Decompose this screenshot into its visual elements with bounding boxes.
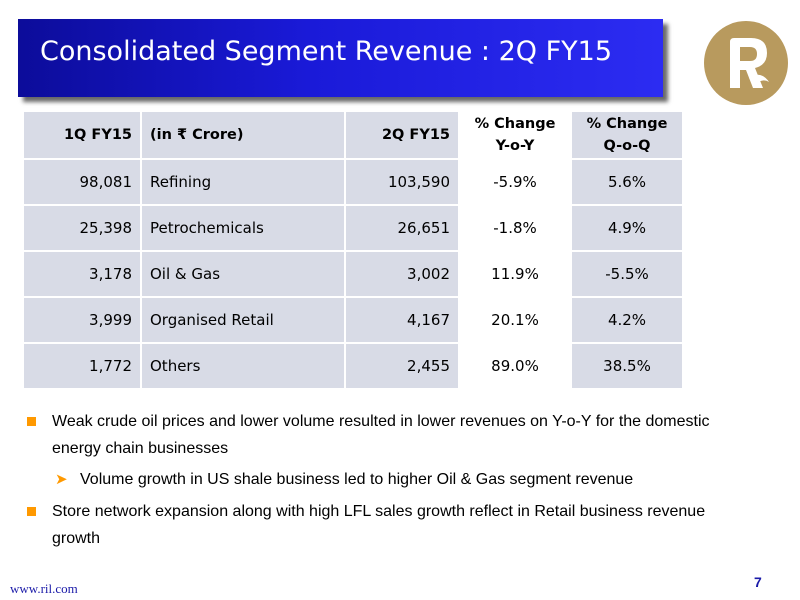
table-row: 98,081 Refining 103,590 -5.9% 5.6%	[22, 158, 684, 206]
table-row: 25,398 Petrochemicals 26,651 -1.8% 4.9%	[22, 204, 684, 252]
cell-curr: 103,590	[344, 158, 460, 206]
cell-prev: 3,178	[22, 250, 142, 298]
cell-prev: 25,398	[22, 204, 142, 252]
cell-curr: 26,651	[344, 204, 460, 252]
square-bullet-icon	[27, 417, 36, 426]
cell-segment: Oil & Gas	[140, 250, 346, 298]
table-row: 3,178 Oil & Gas 3,002 11.9% -5.5%	[22, 250, 684, 298]
cell-segment: Organised Retail	[140, 296, 346, 344]
slide-title: Consolidated Segment Revenue : 2Q FY15	[40, 36, 612, 67]
title-banner	[18, 19, 663, 97]
bullet-item: Weak crude oil prices and lower volume r…	[25, 408, 725, 462]
table-row: 3,999 Organised Retail 4,167 20.1% 4.2%	[22, 296, 684, 344]
bullet-list: Weak crude oil prices and lower volume r…	[25, 408, 725, 552]
bullet-item: Store network expansion along with high …	[25, 498, 725, 552]
cell-qoq: 38.5%	[570, 342, 684, 390]
cell-prev: 3,999	[22, 296, 142, 344]
arrow-bullet-icon: ➤	[55, 471, 68, 488]
cell-yoy: 20.1%	[458, 296, 572, 344]
cell-qoq: 4.9%	[570, 204, 684, 252]
cell-qoq: 4.2%	[570, 296, 684, 344]
header-prev-quarter: 1Q FY15	[22, 110, 142, 160]
cell-qoq: -5.5%	[570, 250, 684, 298]
header-qoq-line2: Q-o-Q	[603, 138, 651, 154]
header-qoq-line1: % Change	[586, 116, 668, 132]
table-row: 1,772 Others 2,455 89.0% 38.5%	[22, 342, 684, 390]
cell-curr: 2,455	[344, 342, 460, 390]
cell-segment: Others	[140, 342, 346, 390]
square-bullet-icon	[27, 507, 36, 516]
cell-qoq: 5.6%	[570, 158, 684, 206]
cell-curr: 3,002	[344, 250, 460, 298]
cell-segment: Refining	[140, 158, 346, 206]
bullet-text: Weak crude oil prices and lower volume r…	[52, 413, 710, 457]
segment-revenue-table: 1Q FY15 (in ₹ Crore) 2Q FY15 % Change Y-…	[22, 110, 684, 390]
header-yoy-line1: % Change	[474, 116, 556, 132]
page-number: 7	[754, 574, 762, 590]
cell-segment: Petrochemicals	[140, 204, 346, 252]
cell-yoy: -1.8%	[458, 204, 572, 252]
header-curr-quarter: 2Q FY15	[344, 110, 460, 160]
sub-bullet-text: Volume growth in US shale business led t…	[80, 471, 634, 488]
bullet-text: Store network expansion along with high …	[52, 503, 706, 547]
header-yoy-line2: Y-o-Y	[495, 138, 535, 154]
table-header-row: 1Q FY15 (in ₹ Crore) 2Q FY15 % Change Y-…	[22, 110, 684, 160]
cell-yoy: 89.0%	[458, 342, 572, 390]
header-yoy: % Change Y-o-Y	[458, 110, 572, 160]
cell-yoy: 11.9%	[458, 250, 572, 298]
footer-url[interactable]: www.ril.com	[10, 581, 78, 596]
cell-curr: 4,167	[344, 296, 460, 344]
cell-prev: 98,081	[22, 158, 142, 206]
header-qoq: % Change Q-o-Q	[570, 110, 684, 160]
header-unit: (in ₹ Crore)	[140, 110, 346, 160]
cell-prev: 1,772	[22, 342, 142, 390]
sub-bullet-item: ➤ Volume growth in US shale business led…	[25, 467, 725, 493]
reliance-logo	[704, 21, 788, 105]
cell-yoy: -5.9%	[458, 158, 572, 206]
